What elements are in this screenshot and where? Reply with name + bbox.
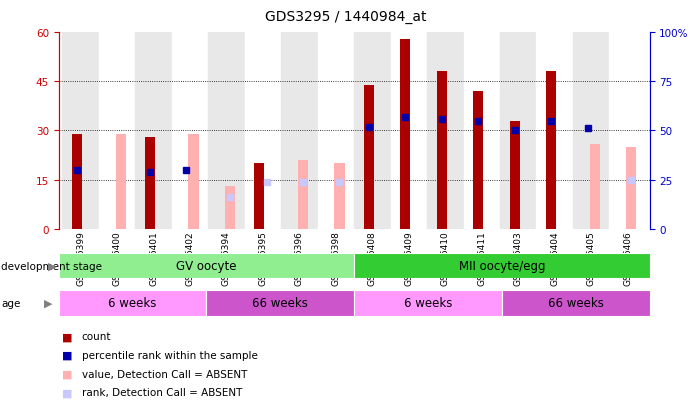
Bar [363,85,374,229]
Bar [546,72,556,229]
Bar [609,33,646,229]
Bar [99,33,135,229]
Bar [354,290,502,316]
Text: GV oocyte: GV oocyte [176,259,237,273]
Bar [573,33,609,229]
Bar [59,290,207,316]
Text: ▶: ▶ [48,261,57,271]
Bar [189,134,199,229]
Text: rank, Detection Call = ABSENT: rank, Detection Call = ABSENT [82,387,242,397]
Bar [135,33,172,229]
Text: development stage: development stage [1,261,102,271]
Bar [172,33,208,229]
Bar [334,164,345,229]
Bar [145,138,155,229]
Bar [626,147,636,229]
Text: ■: ■ [62,387,73,397]
Text: count: count [82,332,111,342]
Text: ■: ■ [62,350,73,360]
Text: GDS3295 / 1440984_at: GDS3295 / 1440984_at [265,10,426,24]
Text: 6 weeks: 6 weeks [404,297,452,310]
Bar [254,164,265,229]
Text: ■: ■ [62,369,73,379]
Bar [589,144,600,229]
Text: age: age [1,298,21,308]
Bar [502,290,650,316]
Bar [281,33,318,229]
Text: 66 weeks: 66 weeks [252,297,308,310]
Bar [400,40,410,229]
Bar [245,33,281,229]
Bar [318,33,354,229]
Bar [72,134,82,229]
Bar [59,253,354,279]
Bar [500,33,536,229]
Bar [208,33,245,229]
Text: ■: ■ [62,332,73,342]
Bar [354,33,390,229]
Bar [298,161,308,229]
Text: MII oocyte/egg: MII oocyte/egg [459,259,545,273]
Bar [536,33,573,229]
Bar [115,134,126,229]
Bar [390,33,427,229]
Bar [62,33,99,229]
Bar [464,33,500,229]
Text: value, Detection Call = ABSENT: value, Detection Call = ABSENT [82,369,247,379]
Bar [427,33,464,229]
Bar [354,253,650,279]
Text: ▶: ▶ [44,298,53,308]
Bar [225,187,235,229]
Bar [509,121,520,229]
Text: 66 weeks: 66 weeks [548,297,604,310]
Bar [437,72,447,229]
Text: 6 weeks: 6 weeks [108,297,157,310]
Bar [473,92,483,229]
Text: percentile rank within the sample: percentile rank within the sample [82,350,258,360]
Bar [207,290,354,316]
